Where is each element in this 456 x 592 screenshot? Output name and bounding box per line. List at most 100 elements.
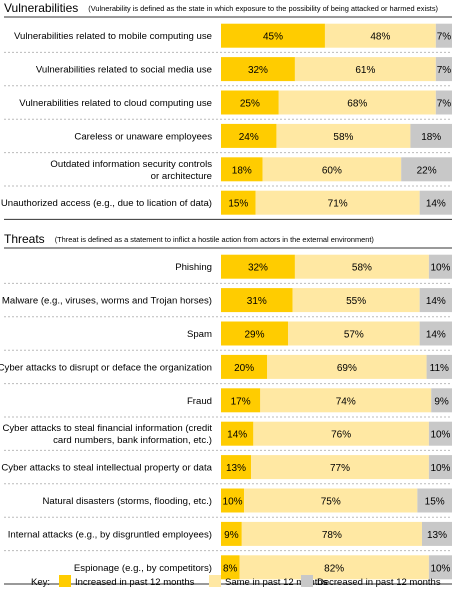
bar-value-label: 58% [352, 263, 372, 274]
bar-segment-same [253, 421, 429, 446]
bar-segment-increased [221, 488, 245, 513]
chart-row: Vulnerabilities related to mobile comput… [4, 23, 452, 53]
bar-value-label: 7% [437, 32, 452, 43]
section-subtitle: (Vulnerability is defined as the state i… [88, 4, 438, 13]
chart-row: Cyber attacks to steal intellectual prop… [1, 455, 452, 485]
bar-segment-same [262, 157, 402, 182]
bar-segment-same [276, 123, 411, 148]
row-label: Vulnerabilities related to social media … [36, 65, 212, 76]
bar-value-label: 31% [247, 296, 267, 307]
bar-value-label: 14% [426, 330, 446, 341]
row-label: Spam [187, 329, 212, 340]
bar-segment-increased [221, 123, 277, 148]
bar-segment-decreased [401, 157, 452, 182]
bar-value-label: 57% [344, 330, 364, 341]
bar-segment-increased [221, 157, 263, 182]
bar-segment-same [278, 90, 436, 115]
bar-value-label: 10% [430, 563, 450, 574]
bar-segment-same [239, 555, 429, 580]
row-label: Cyber attacks to steal intellectual prop… [1, 463, 212, 474]
bar-segment-increased [221, 23, 325, 48]
bar-value-label: 15% [425, 497, 445, 508]
bar-segment-increased [221, 455, 252, 480]
bar-segment-same [294, 254, 429, 279]
chart-row: Espionage (e.g., by competitors) 8% 82% 10% [4, 555, 452, 585]
row-label: Outdated information security controls [50, 159, 212, 170]
bar-value-label: 45% [263, 32, 283, 43]
bar-segment-decreased [419, 321, 452, 346]
bar-segment-same [324, 23, 436, 48]
bar-segment-decreased [428, 421, 452, 446]
section-title: Vulnerabilities [4, 1, 78, 15]
bar-segment-increased [221, 421, 254, 446]
bar-segment-same [267, 354, 427, 379]
row-label: Cyber attacks to steal financial informa… [2, 423, 212, 434]
bar-segment-increased [221, 354, 268, 379]
bar-value-label: 17% [231, 396, 251, 407]
bar-segment-increased [221, 190, 256, 215]
section-1: Threats (Threat is defined as a statement… [0, 232, 452, 585]
bar-segment-decreased [428, 455, 452, 480]
bar-segment-increased [221, 57, 295, 82]
row-label: Careless or unaware employees [74, 131, 212, 142]
bar-value-label: 14% [426, 199, 446, 210]
bar-value-label: 71% [328, 199, 348, 210]
chart-row: Vulnerabilities related to social media … [4, 57, 452, 87]
bar-segment-same [244, 488, 418, 513]
chart-legend: Key: Increased in past 12 months Same in… [31, 575, 441, 588]
legend-label-increased: Increased in past 12 months [75, 577, 195, 588]
bar-value-label: 7% [437, 65, 452, 76]
bar-segment-increased [221, 521, 242, 546]
bar-value-label: 14% [426, 296, 446, 307]
bar-value-label: 48% [370, 32, 390, 43]
bar-segment-decreased [421, 521, 452, 546]
bar-value-label: 22% [417, 165, 437, 176]
bar-value-label: 55% [346, 296, 366, 307]
legend-swatch-increased [59, 575, 71, 587]
bar-segment-same [287, 321, 420, 346]
bar-segment-decreased [410, 123, 452, 148]
bar-value-label: 13% [427, 530, 447, 541]
row-label: Vulnerabilities related to cloud computi… [19, 98, 212, 109]
bar-value-label: 18% [232, 165, 252, 176]
bar-segment-same [260, 388, 432, 413]
bar-value-label: 10% [430, 430, 450, 441]
bar-value-label: 9% [434, 396, 449, 407]
legend-swatch-decreased [301, 575, 313, 587]
bar-segment-decreased [435, 23, 452, 48]
row-label: Fraud [187, 396, 212, 407]
row-label: Cyber attacks to disrupt or deface the o… [0, 362, 212, 373]
legend-label-decreased: Decreased in past 12 months [317, 577, 441, 588]
bar-value-label: 20% [234, 363, 254, 374]
bar-value-label: 76% [331, 430, 351, 441]
bar-value-label: 78% [322, 530, 342, 541]
bar-value-label: 74% [336, 396, 356, 407]
bar-value-label: 11% [430, 363, 449, 374]
bar-value-label: 10% [430, 263, 450, 274]
bar-value-label: 32% [248, 263, 268, 274]
legend-swatch-same [209, 575, 221, 587]
chart-row: Outdated information security controlsor… [4, 157, 452, 187]
chart-row: Internal attacks (e.g., by disgruntled e… [4, 521, 452, 552]
bar-value-label: 75% [321, 497, 341, 508]
row-label: Natural disasters (storms, flooding, etc… [42, 496, 212, 507]
bar-value-label: 15% [228, 199, 248, 210]
bar-value-label: 7% [437, 99, 452, 110]
bar-segment-decreased [435, 90, 452, 115]
bar-segment-increased [221, 254, 295, 279]
section-subtitle: (Threat is defined as a statement to inf… [55, 235, 374, 244]
bar-segment-decreased [417, 488, 452, 513]
row-label: Espionage (e.g., by competitors) [74, 563, 212, 574]
bar-segment-same [251, 455, 429, 480]
chart-row: Unauthorized access (e.g., due to licati… [1, 190, 452, 220]
bar-value-label: 10% [430, 463, 450, 474]
bar-value-label: 58% [333, 132, 353, 143]
bar-segment-increased [221, 555, 240, 580]
row-label: Vulnerabilities related to mobile comput… [14, 31, 212, 42]
bar-value-label: 68% [347, 99, 367, 110]
section-0: Vulnerabilities (Vulnerability is defined… [1, 1, 452, 220]
chart-row: Vulnerabilities related to cloud computi… [4, 90, 452, 120]
bar-value-label: 25% [240, 99, 260, 110]
bar-segment-decreased [428, 555, 452, 580]
